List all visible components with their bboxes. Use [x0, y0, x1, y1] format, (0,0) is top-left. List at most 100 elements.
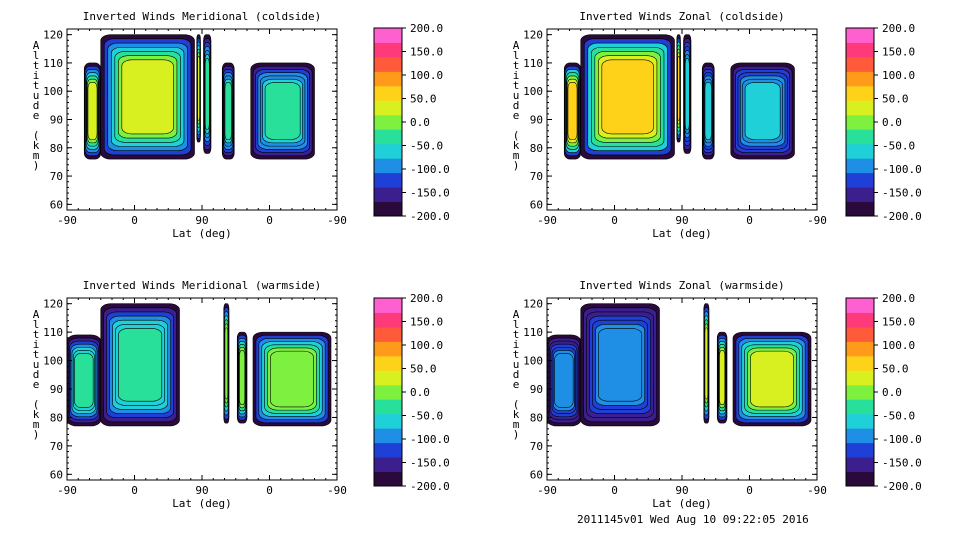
colorbar-segment	[846, 326, 874, 342]
x-tick-label: 0	[266, 484, 273, 497]
colorbar-tick-label: 50.0	[410, 363, 437, 376]
colorbar-segment	[374, 187, 402, 203]
y-tick-label: 100	[43, 355, 63, 368]
y-tick-label: 70	[530, 440, 543, 453]
y-tick-label: 70	[50, 440, 63, 453]
colorbar-segment	[374, 457, 402, 473]
colorbar-tick-label: 100.0	[882, 339, 915, 352]
x-tick-label: -90	[807, 214, 827, 227]
colorbar-tick-label: 100.0	[410, 69, 443, 82]
colorbar-tick-label: -50.0	[410, 140, 443, 153]
chart-panel-3: Inverted Winds Meridional (warmside) 60 70…	[33, 279, 450, 510]
y-tick-label: 120	[523, 29, 543, 42]
colorbar-tick-label: 200.0	[882, 22, 915, 35]
y-tick-label: 60	[530, 468, 543, 481]
contour-band	[270, 350, 314, 408]
chart-panel-1: Inverted Winds Meridional (coldside) 60 70…	[33, 10, 450, 240]
contour-band	[87, 82, 98, 140]
contour-band	[719, 350, 726, 405]
colorbar-tick-label: -50.0	[410, 410, 443, 423]
colorbar-tick-label: -150.0	[882, 187, 922, 200]
colorbar-segment	[846, 298, 874, 313]
colorbar-segment	[846, 442, 874, 458]
colorbar-tick-label: 0.0	[882, 116, 902, 129]
colorbar-segment	[374, 28, 402, 43]
y-tick-label: 60	[530, 198, 543, 211]
colorbar-tick-label: 200.0	[410, 292, 443, 305]
x-tick-label: -90	[537, 484, 557, 497]
contour-band	[224, 327, 229, 400]
contour-band	[204, 58, 210, 130]
colorbar-segment	[846, 42, 874, 58]
contour-band	[750, 350, 794, 408]
x-tick-label: 90	[195, 484, 208, 497]
colorbar-tick-label: 150.0	[882, 46, 915, 59]
colorbar-tick-label: -150.0	[410, 187, 450, 200]
contour-band	[264, 82, 301, 140]
contour-band	[684, 58, 690, 130]
x-axis-label: Lat (deg)	[652, 227, 712, 240]
colorbar-segment	[374, 129, 402, 145]
y-tick-label: 70	[50, 170, 63, 183]
x-tick-label: -90	[57, 484, 77, 497]
x-axis-label: Lat (deg)	[172, 227, 232, 240]
colorbar-segment	[374, 56, 402, 72]
contour-band	[601, 59, 654, 135]
colorbar-tick-label: 0.0	[882, 386, 902, 399]
contour-band	[744, 82, 781, 140]
chart-panel-2: Inverted Winds Zonal (coldside) 60 70 80 90 1…	[513, 10, 922, 240]
x-axis-label: Lat (deg)	[172, 497, 232, 510]
y-tick-label: 60	[50, 198, 63, 211]
y-tick-label: 100	[523, 355, 543, 368]
colorbar-segment	[374, 201, 402, 217]
colorbar-segment	[374, 428, 402, 444]
x-tick-label: -90	[537, 214, 557, 227]
y-tick-label: 100	[43, 85, 63, 98]
contour-band	[598, 328, 643, 402]
colorbar-segment	[374, 413, 402, 429]
contour-band	[74, 353, 94, 408]
x-tick-label: 0	[746, 214, 753, 227]
x-tick-label: 0	[266, 214, 273, 227]
colorbar-tick-label: -200.0	[410, 480, 450, 493]
colorbar-segment	[846, 172, 874, 188]
colorbar-segment	[374, 384, 402, 400]
colorbar-tick-label: -200.0	[882, 480, 922, 493]
contour-band	[224, 82, 232, 140]
colorbar-segment	[846, 341, 874, 357]
chart-panel-4: Inverted Winds Zonal (warmside) 60 70 80 90 1…	[513, 279, 922, 510]
colorbar-segment	[846, 28, 874, 43]
y-tick-label: 120	[523, 298, 543, 311]
y-tick-label: 120	[43, 29, 63, 42]
y-tick-label: 120	[43, 298, 63, 311]
x-axis-label: Lat (deg)	[652, 497, 712, 510]
colorbar-segment	[374, 42, 402, 58]
chart-title: Inverted Winds Meridional (coldside)	[83, 10, 321, 23]
chart-title: Inverted Winds Zonal (warmside)	[579, 279, 784, 292]
colorbar-segment	[374, 114, 402, 130]
colorbar-segment	[374, 71, 402, 87]
colorbar-segment	[846, 428, 874, 444]
colorbar-tick-label: 200.0	[410, 22, 443, 35]
colorbar-segment	[374, 341, 402, 357]
colorbar-segment	[846, 114, 874, 130]
contour-band	[197, 56, 200, 121]
y-tick-label: 80	[530, 411, 543, 424]
colorbar-segment	[374, 298, 402, 313]
colorbar-segment	[374, 355, 402, 371]
x-tick-label: 0	[131, 214, 138, 227]
colorbar-segment	[374, 158, 402, 174]
chart-title: Inverted Winds Meridional (warmside)	[83, 279, 321, 292]
x-tick-label: -90	[327, 484, 347, 497]
contour-band	[118, 328, 163, 402]
colorbar-tick-label: -100.0	[410, 433, 450, 446]
x-tick-label: 0	[746, 484, 753, 497]
colorbar-segment	[374, 326, 402, 342]
colorbar-segment	[374, 85, 402, 101]
colorbar-tick-label: 100.0	[410, 339, 443, 352]
y-tick-label: 80	[50, 411, 63, 424]
chart-title: Inverted Winds Zonal (coldside)	[579, 10, 784, 23]
y-tick-label: 90	[530, 383, 543, 396]
y-tick-label: 110	[523, 57, 543, 70]
